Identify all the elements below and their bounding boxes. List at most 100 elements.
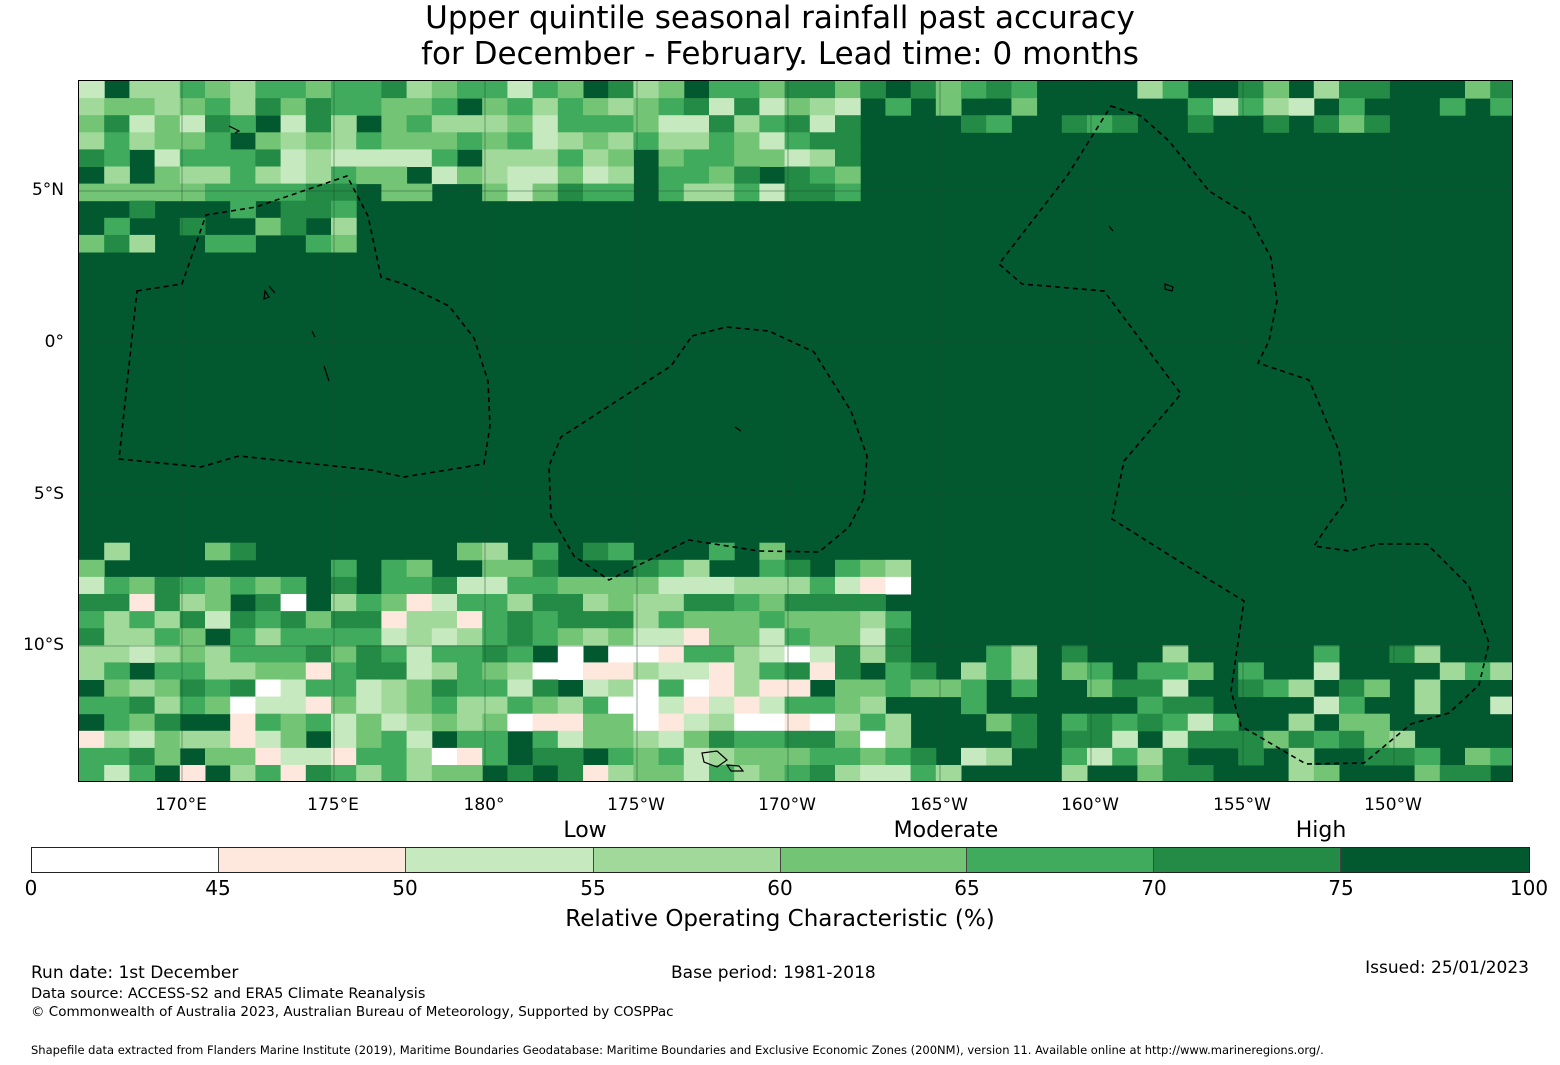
grid-cell <box>457 645 483 663</box>
grid-cell <box>179 132 206 150</box>
grid-cell <box>1011 713 1038 732</box>
grid-cell <box>683 576 710 595</box>
grid-cell <box>734 730 760 749</box>
grid-cell <box>129 628 156 646</box>
grid-cell <box>557 696 584 715</box>
grid-cell <box>835 730 861 749</box>
grid-cell <box>1490 696 1512 715</box>
grid-cell <box>734 645 760 663</box>
grid-cell <box>608 98 634 116</box>
grid-cell <box>79 747 105 766</box>
grid-cell <box>961 81 987 99</box>
island-atoll-6 <box>228 125 241 134</box>
grid-cell <box>179 645 206 663</box>
grid-cell <box>532 679 559 698</box>
grid-cell <box>1263 81 1290 99</box>
grid-cell <box>129 611 156 629</box>
grid-cell <box>154 662 181 680</box>
grid-cell <box>809 576 836 595</box>
grid-cell <box>356 765 382 781</box>
grid-cell <box>1465 747 1491 766</box>
grid-cell <box>583 765 609 781</box>
grid-cell <box>683 696 710 715</box>
grid-cell <box>255 645 282 663</box>
grid-cell <box>179 765 206 781</box>
island-atoll-7 <box>1108 225 1114 232</box>
grid-cell <box>1364 747 1390 766</box>
grid-cell <box>154 132 181 150</box>
lat-tick-label: 10°S <box>23 635 64 655</box>
grid-cell <box>305 645 332 663</box>
grid-cell <box>1137 747 1164 766</box>
island-atoll-5 <box>734 426 742 432</box>
grid-cell <box>784 696 811 715</box>
grid-cell <box>583 730 609 749</box>
grid-cell <box>961 662 987 680</box>
grid-cell <box>1137 662 1164 680</box>
grid-cell <box>457 594 483 612</box>
grid-cell <box>835 696 861 715</box>
grid-cell <box>381 115 408 133</box>
grid-cell <box>885 559 912 578</box>
grid-cell <box>457 765 483 781</box>
grid-cell <box>230 611 256 629</box>
grid-cell <box>406 628 433 646</box>
grid-cell <box>532 166 559 185</box>
grid-cell <box>532 132 559 150</box>
grid-cell <box>457 747 483 766</box>
island-christmas <box>1164 283 1174 292</box>
grid-cell <box>683 679 710 698</box>
grid-cell <box>1313 662 1340 680</box>
grid-cell <box>381 576 408 595</box>
grid-cell <box>507 132 534 150</box>
grid-cell <box>431 132 458 150</box>
grid-cell <box>356 98 382 116</box>
grid-cell <box>280 576 307 595</box>
grid-cell <box>179 81 206 99</box>
grid-cell <box>1137 696 1164 715</box>
grid-cell <box>1162 765 1189 781</box>
eez-boundary-kiribati-line <box>997 105 1490 765</box>
grid-cell <box>205 747 231 766</box>
grid-cell <box>356 594 382 612</box>
grid-cell <box>482 594 508 612</box>
grid-cell <box>154 115 181 133</box>
grid-cell <box>583 576 609 595</box>
grid-cell <box>79 234 105 253</box>
grid-cell <box>305 166 332 185</box>
grid-cell <box>583 132 609 150</box>
grid-cell <box>482 628 508 646</box>
grid-cell <box>1061 662 1088 680</box>
grid-cell <box>734 628 760 646</box>
grid-cell <box>104 166 130 185</box>
grid-cell <box>331 576 357 595</box>
rainfall-accuracy-map <box>78 80 1513 782</box>
grid-cell <box>1288 679 1315 698</box>
grid-cell <box>331 132 357 150</box>
grid-cell <box>683 628 710 646</box>
grid-cell <box>608 628 634 646</box>
grid-cell <box>633 662 660 680</box>
grid-cell <box>608 183 634 202</box>
grid-cell <box>482 611 508 629</box>
grid-cell <box>734 149 760 167</box>
grid-cell <box>1288 765 1315 781</box>
copyright: © Commonwealth of Australia 2023, Austra… <box>31 1004 674 1020</box>
grid-cell <box>381 611 408 629</box>
grid-cell <box>1364 81 1390 99</box>
grid-cell <box>1011 679 1038 698</box>
grid-cell <box>154 183 181 202</box>
grid-cell <box>104 594 130 612</box>
grid-cell <box>658 696 685 715</box>
grid-cell <box>1339 696 1365 715</box>
grid-cell <box>154 81 181 99</box>
grid-cell <box>331 594 357 612</box>
grid-cell <box>356 611 382 629</box>
grid-cell <box>406 713 433 732</box>
grid-cell <box>205 679 231 698</box>
grid-cell <box>1313 115 1340 133</box>
grid-cell <box>835 81 861 99</box>
grid-cell <box>608 696 634 715</box>
grid-cell <box>860 611 886 629</box>
grid-cell <box>482 730 508 749</box>
